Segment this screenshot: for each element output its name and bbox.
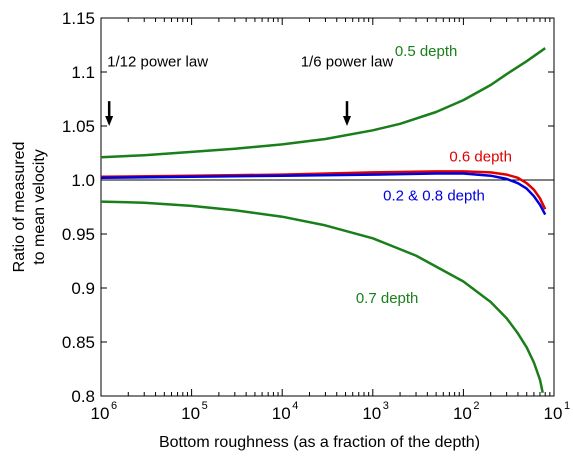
y-tick-label: 0.8 bbox=[71, 387, 95, 406]
y-tick-label: 0.9 bbox=[71, 279, 95, 298]
annotation-label: 1/6 power law bbox=[301, 54, 394, 71]
x-tick-label: 10 bbox=[453, 404, 472, 423]
y-axis-label-group: Ratio of measured to mean velocity bbox=[11, 142, 48, 273]
series-line-02-08-depth bbox=[100, 172, 547, 216]
y-tick-label: 1.1 bbox=[71, 63, 95, 82]
annotation-arrow-head bbox=[342, 116, 351, 126]
x-tick-label: 10 bbox=[362, 404, 381, 423]
x-tick-exponent: 5 bbox=[202, 400, 208, 412]
x-tick-exponent: 2 bbox=[473, 400, 479, 412]
y-axis-label-line: to mean velocity bbox=[31, 149, 48, 265]
annotation-label: 1/12 power law bbox=[107, 54, 208, 71]
y-tick-label: 1.0 bbox=[71, 171, 95, 190]
plot-area bbox=[100, 17, 555, 397]
series-label: 0.6 depth bbox=[449, 149, 512, 166]
x-tick-label: 10 bbox=[544, 404, 563, 423]
y-tick-label: 0.95 bbox=[62, 225, 95, 244]
annotation-arrow-head bbox=[105, 116, 114, 126]
y-tick-label: 0.85 bbox=[62, 333, 95, 352]
y-tick-label: 1.15 bbox=[62, 9, 95, 28]
series-label: 0.2 & 0.8 depth bbox=[383, 188, 485, 205]
series-line-07-depth bbox=[100, 200, 544, 394]
series-line-05-depth bbox=[100, 47, 546, 159]
x-tick-label: 10 bbox=[91, 404, 110, 423]
series-label: 0.7 depth bbox=[356, 290, 419, 307]
y-tick-label: 1.05 bbox=[62, 117, 95, 136]
x-tick-exponent: 3 bbox=[383, 400, 389, 412]
x-axis-label: Bottom roughness (as a fraction of the d… bbox=[159, 434, 480, 451]
x-tick-exponent: 4 bbox=[292, 400, 298, 412]
series-label: 0.5 depth bbox=[395, 43, 458, 60]
x-tick-exponent: 6 bbox=[111, 400, 117, 412]
y-axis-label-line: Ratio of measured bbox=[11, 142, 28, 273]
x-tick-exponent: 1 bbox=[564, 400, 570, 412]
x-tick-label: 10 bbox=[272, 404, 291, 423]
x-tick-label: 10 bbox=[181, 404, 200, 423]
